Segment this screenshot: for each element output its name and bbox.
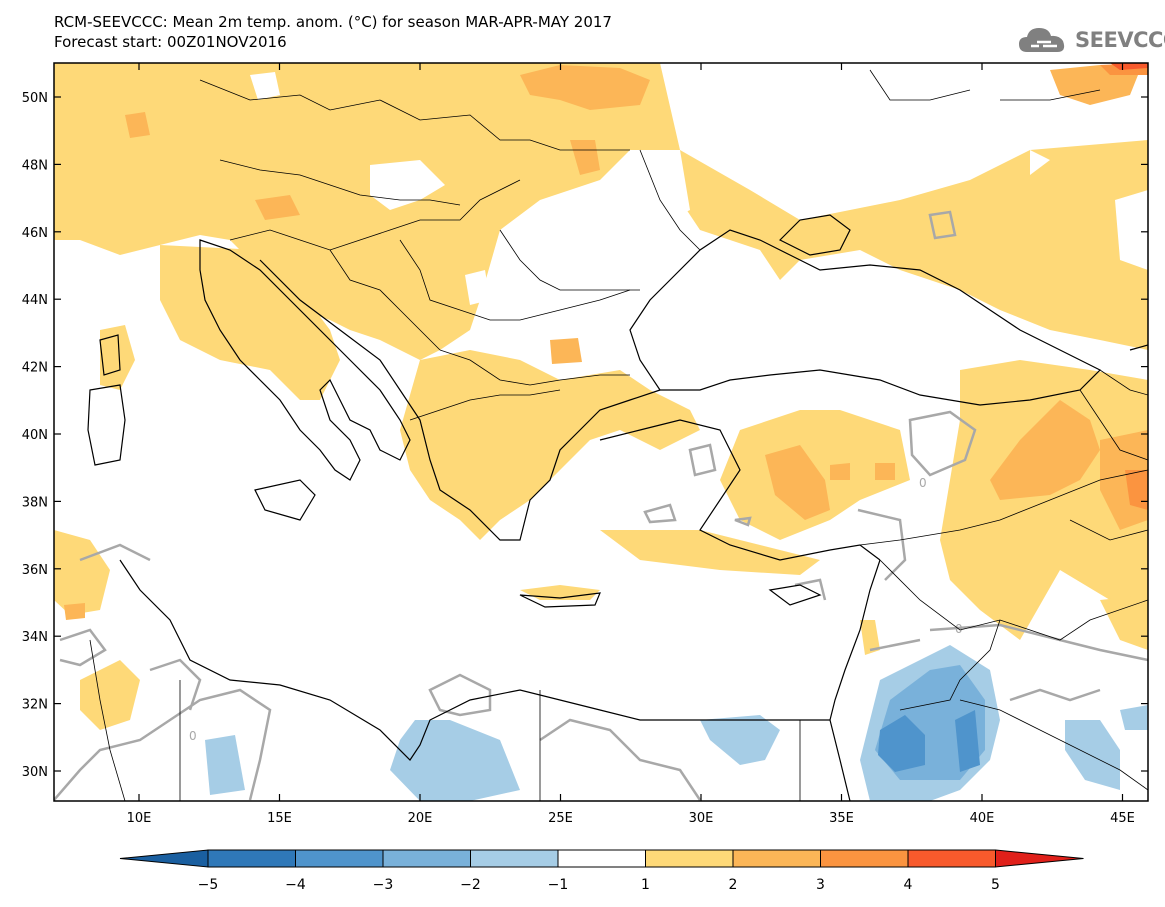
sicily-coast (254, 479, 316, 521)
colorbar-box (207, 849, 296, 868)
colorbar-label: −4 (285, 877, 306, 893)
colorbar-box (732, 849, 821, 868)
colorbar-label: 1 (641, 877, 650, 893)
colorbar-label: 4 (904, 877, 913, 893)
lat-label: 40N (22, 428, 48, 443)
colorbar-label: −2 (460, 877, 481, 893)
crimea-coast (778, 214, 851, 256)
lon-label: 10E (127, 811, 152, 826)
sardinia-coast (87, 384, 126, 466)
chart-title: RCM-SEEVCCC: Mean 2m temp. anom. (°C) fo… (54, 12, 612, 52)
lon-label: 20E (408, 811, 433, 826)
crete-coast (519, 592, 601, 608)
lat-label: 50N (22, 91, 48, 106)
lat-label: 38N (22, 495, 48, 510)
lat-label: 30N (22, 765, 48, 780)
title-line-2: Forecast start: 00Z01NOV2016 (54, 33, 287, 51)
anomaly-1-2-fill (54, 63, 1148, 730)
lon-label: 45E (1110, 811, 1135, 826)
colorbar-label: −1 (548, 877, 569, 893)
colorbar-label: −5 (198, 877, 219, 893)
colorbar-label: −3 (373, 877, 394, 893)
lat-label: 34N (22, 630, 48, 645)
anomaly-4-5-fill (1110, 63, 1148, 70)
colorbar-box (295, 849, 384, 868)
latitude-axis: 50N 48N 46N 44N 42N 40N 38N 36N 34N 32N 30N (22, 91, 1148, 780)
colorbar-box (470, 849, 559, 868)
map-area: 0 0 0 (54, 63, 1148, 801)
lon-label: 25E (548, 811, 573, 826)
colorbar: −5 −4 −3 −2 −1 1 2 3 4 5 (119, 849, 1084, 893)
lon-label: 35E (829, 811, 854, 826)
lon-label: 15E (267, 811, 292, 826)
red-sea-coast (829, 719, 851, 801)
colorbar-label: 2 (729, 877, 738, 893)
coastlines (87, 214, 1148, 801)
colorbar-box (907, 849, 996, 868)
lat-label: 42N (22, 361, 48, 376)
title-line-1: RCM-SEEVCCC: Mean 2m temp. anom. (°C) fo… (54, 13, 612, 31)
colorbar-box (382, 849, 471, 868)
cyprus-coast (768, 584, 822, 606)
lat-label: 48N (22, 158, 48, 173)
colorbar-box (557, 849, 646, 868)
levant-coast (829, 559, 881, 721)
anomaly-neg3-neg4-fill (878, 710, 980, 772)
colorbar-box (645, 849, 734, 868)
neutral-holes (250, 72, 1148, 305)
colorbar-right-arrow (995, 849, 1084, 868)
lat-label: 36N (22, 563, 48, 578)
logo-text: SEEVCCC (1075, 28, 1165, 52)
balkan-coast (259, 259, 661, 541)
colorbar-box (820, 849, 909, 868)
lon-label: 30E (689, 811, 714, 826)
north-africa-coast (119, 559, 830, 761)
colorbar-left-arrow (119, 849, 209, 868)
lat-label: 44N (22, 293, 48, 308)
contour-label: 0 (189, 729, 197, 743)
lon-label: 40E (970, 811, 995, 826)
colorbar-label: 3 (816, 877, 825, 893)
corsica-coast (99, 334, 121, 376)
contour-label: 0 (919, 476, 927, 490)
black-sea-coast (629, 229, 1102, 406)
colorbar-label: 5 (991, 877, 1000, 893)
seevccc-logo: SEEVCCC (1017, 24, 1165, 56)
longitude-axis: 10E 15E 20E 25E 30E 35E 40E 45E (127, 63, 1135, 826)
country-borders (89, 69, 1148, 801)
lat-label: 46N (22, 226, 48, 241)
turkey-coast (599, 419, 881, 561)
lat-label: 32N (22, 698, 48, 713)
cloud-icon (1019, 28, 1065, 52)
italy-coast (199, 239, 411, 481)
caspian-coast (1129, 344, 1148, 351)
map-frame (53, 62, 1149, 802)
